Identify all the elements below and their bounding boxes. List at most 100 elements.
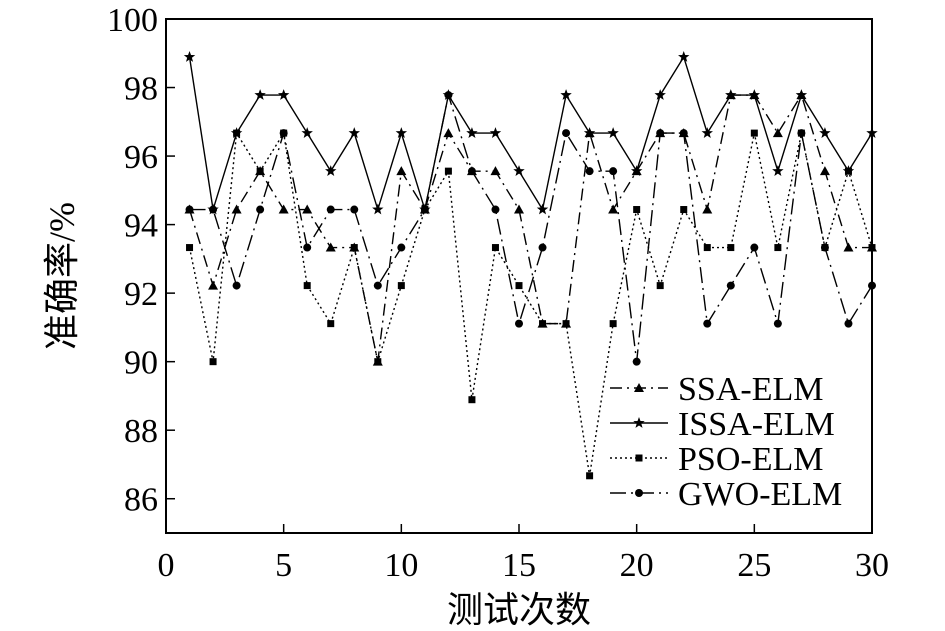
data-point-pso-elm <box>774 244 782 252</box>
legend-marker <box>634 383 644 392</box>
data-point-gwo-elm <box>326 205 335 214</box>
data-point-pso-elm <box>233 129 241 137</box>
y-tick-label: 86 <box>124 482 158 519</box>
x-tick-label: 25 <box>737 547 771 584</box>
data-point-gwo-elm <box>491 205 500 214</box>
x-tick-label: 5 <box>275 547 292 584</box>
data-point-issa-elm <box>748 89 761 100</box>
data-point-pso-elm <box>186 244 194 252</box>
series-issa-elm <box>183 51 878 215</box>
y-tick-label: 100 <box>107 2 158 39</box>
data-point-pso-elm <box>350 244 358 252</box>
data-point-pso-elm <box>327 320 335 328</box>
data-point-pso-elm <box>750 129 758 137</box>
data-point-issa-elm <box>772 165 784 176</box>
legend-label: ISSA-ELM <box>678 406 835 443</box>
data-point-issa-elm <box>277 89 290 100</box>
data-point-pso-elm <box>562 320 570 328</box>
data-point-pso-elm <box>397 282 405 290</box>
y-tick-label: 90 <box>124 345 158 382</box>
data-point-pso-elm <box>656 282 664 290</box>
data-point-gwo-elm <box>797 129 806 138</box>
data-point-ssa-elm <box>231 204 242 214</box>
data-point-pso-elm <box>444 167 452 175</box>
series-gwo-elm <box>185 91 876 366</box>
data-point-issa-elm <box>725 89 737 100</box>
data-point-issa-elm <box>372 203 384 215</box>
data-point-ssa-elm <box>396 166 407 176</box>
data-point-gwo-elm <box>703 319 712 328</box>
data-point-gwo-elm <box>373 281 382 290</box>
data-point-issa-elm <box>325 165 337 176</box>
data-point-gwo-elm <box>256 205 265 214</box>
data-point-gwo-elm <box>279 129 288 138</box>
legend-marker <box>633 417 645 428</box>
data-point-gwo-elm <box>585 167 594 176</box>
data-point-gwo-elm <box>773 319 782 328</box>
legend-item-gwo-elm: GWO-ELM <box>610 476 842 513</box>
data-point-ssa-elm <box>514 204 524 214</box>
data-point-gwo-elm <box>679 129 688 138</box>
data-point-pso-elm <box>633 206 641 214</box>
legend-marker <box>635 489 643 497</box>
legend-label: SSA-ELM <box>678 371 823 408</box>
data-point-ssa-elm <box>843 242 854 252</box>
data-point-pso-elm <box>303 282 311 290</box>
legend-marker <box>635 454 643 462</box>
data-point-pso-elm <box>374 358 382 366</box>
data-point-issa-elm <box>866 127 878 138</box>
x-tick-label: 30 <box>855 547 889 584</box>
data-point-ssa-elm <box>443 128 454 138</box>
x-axis: 0 5 10 15 20 25 30 <box>158 524 889 584</box>
data-point-pso-elm <box>209 358 217 366</box>
data-point-ssa-elm <box>608 204 619 214</box>
data-point-gwo-elm <box>515 319 523 328</box>
y-tick-label: 98 <box>124 71 158 108</box>
data-point-gwo-elm <box>726 281 735 290</box>
data-point-pso-elm <box>844 167 852 175</box>
x-tick-label: 15 <box>502 547 536 584</box>
data-point-issa-elm <box>466 127 478 138</box>
data-point-issa-elm <box>654 89 666 100</box>
y-tick-label: 96 <box>124 139 158 176</box>
data-point-issa-elm <box>795 89 808 100</box>
legend-item-ssa-elm: SSA-ELM <box>610 371 823 408</box>
data-point-ssa-elm <box>302 204 313 214</box>
data-point-issa-elm <box>489 127 502 138</box>
data-point-issa-elm <box>513 165 525 176</box>
data-point-issa-elm <box>536 203 549 215</box>
data-point-gwo-elm <box>820 243 829 252</box>
y-tick-label: 88 <box>124 413 158 450</box>
series-line-gwo-elm <box>189 94 873 362</box>
data-point-ssa-elm <box>819 166 830 176</box>
data-point-gwo-elm <box>844 319 853 328</box>
data-point-issa-elm <box>607 127 619 138</box>
x-tick-label: 0 <box>158 547 175 584</box>
data-point-issa-elm <box>678 51 690 62</box>
data-point-issa-elm <box>183 51 196 62</box>
series-line-ssa-elm <box>188 93 872 362</box>
data-point-issa-elm <box>701 127 713 138</box>
data-point-gwo-elm <box>538 243 547 252</box>
data-point-gwo-elm <box>609 167 618 176</box>
series-pso-elm <box>186 129 876 480</box>
data-point-issa-elm <box>254 89 266 100</box>
series-line-issa-elm <box>188 55 873 212</box>
x-tick-label: 20 <box>620 547 654 584</box>
data-point-gwo-elm <box>562 129 571 138</box>
legend-label: PSO-ELM <box>678 441 823 478</box>
data-point-pso-elm <box>680 206 688 214</box>
data-point-gwo-elm <box>467 167 476 176</box>
data-point-gwo-elm <box>209 205 218 214</box>
data-point-ssa-elm <box>208 280 219 290</box>
data-point-issa-elm <box>560 89 572 100</box>
series-ssa-elm <box>184 90 877 366</box>
data-point-pso-elm <box>586 472 594 480</box>
data-point-pso-elm <box>256 167 264 175</box>
data-point-issa-elm <box>819 127 831 138</box>
data-point-ssa-elm <box>490 166 501 176</box>
legend-label: GWO-ELM <box>678 476 842 513</box>
data-point-issa-elm <box>395 127 408 138</box>
